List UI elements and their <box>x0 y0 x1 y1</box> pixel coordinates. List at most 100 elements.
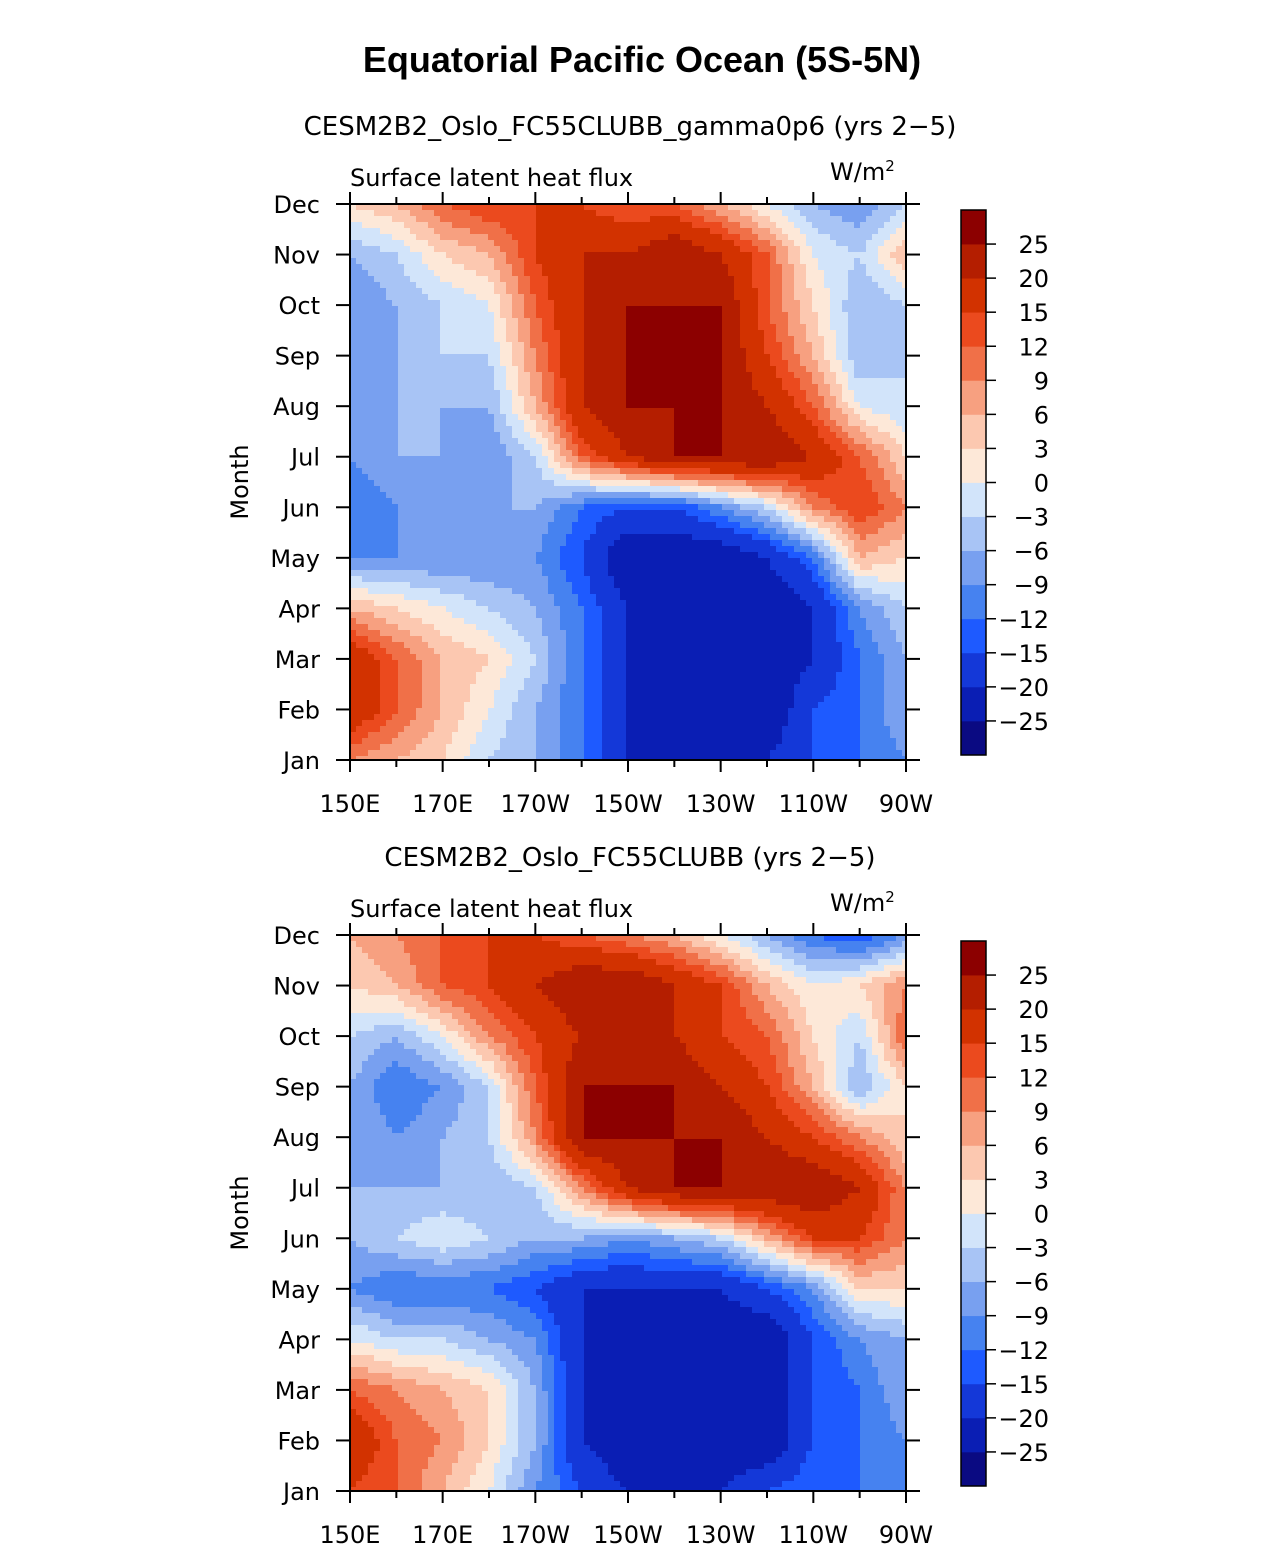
heatmap-cell <box>620 486 627 493</box>
heatmap-cell <box>374 354 381 361</box>
heatmap-cell <box>728 396 735 403</box>
heatmap-cell <box>566 372 573 379</box>
heatmap-cell <box>404 252 411 259</box>
heatmap-cell <box>374 330 381 337</box>
heatmap-cell <box>698 306 705 313</box>
heatmap-cell <box>548 504 555 511</box>
heatmap-cell <box>674 270 681 277</box>
heatmap-cell <box>872 492 879 499</box>
heatmap-cell <box>608 348 615 355</box>
heatmap-cell <box>458 300 465 307</box>
heatmap-cell <box>704 294 711 301</box>
heatmap-cell <box>572 408 579 415</box>
heatmap-cell <box>902 288 907 295</box>
heatmap-cell <box>686 492 693 499</box>
heatmap-cell <box>746 276 753 283</box>
heatmap-cell <box>860 342 867 349</box>
heatmap-cell <box>638 324 645 331</box>
heatmap-cell <box>686 450 693 457</box>
heatmap-cell <box>710 348 717 355</box>
heatmap-cell <box>776 342 783 349</box>
heatmap-cell <box>572 372 579 379</box>
heatmap-cell <box>806 252 813 259</box>
heatmap-cell <box>512 390 519 397</box>
heatmap-cell <box>626 342 633 349</box>
heatmap-cell <box>716 432 723 439</box>
heatmap-cell <box>812 414 819 421</box>
heatmap-cell <box>878 234 885 241</box>
heatmap-cell <box>368 324 375 331</box>
heatmap-cell <box>662 276 669 283</box>
heatmap-cell <box>782 318 789 325</box>
heatmap-cell <box>716 450 723 457</box>
heatmap-cell <box>758 396 765 403</box>
heatmap-cell <box>788 318 795 325</box>
heatmap-cell <box>584 300 591 307</box>
heatmap-cell <box>392 246 399 253</box>
heatmap-cell <box>608 510 615 517</box>
heatmap-cell <box>380 216 387 223</box>
heatmap-cell <box>782 216 789 223</box>
heatmap-cell <box>674 306 681 313</box>
heatmap-cell <box>680 414 687 421</box>
heatmap-cell <box>530 204 537 211</box>
heatmap-cell <box>590 276 597 283</box>
heatmap-cell <box>530 294 537 301</box>
heatmap-cell <box>734 384 741 391</box>
heatmap-cell <box>602 462 609 469</box>
heatmap-cell <box>830 288 837 295</box>
heatmap-cell <box>512 498 519 505</box>
heatmap-cell <box>806 438 813 445</box>
heatmap-cell <box>800 402 807 409</box>
heatmap-cell <box>782 456 789 463</box>
heatmap-cell <box>380 390 387 397</box>
heatmap-cell <box>470 348 477 355</box>
heatmap-cell <box>866 450 873 457</box>
heatmap-cell <box>716 456 723 463</box>
heatmap-cell <box>890 222 897 229</box>
heatmap-cell <box>608 414 615 421</box>
heatmap-cell <box>836 252 843 259</box>
heatmap-cell <box>506 438 513 445</box>
heatmap-cell <box>554 336 561 343</box>
heatmap-cell <box>596 486 603 493</box>
heatmap-cell <box>836 390 843 397</box>
heatmap-cell <box>416 336 423 343</box>
heatmap-cell <box>698 510 705 517</box>
heatmap-cell <box>506 516 513 523</box>
heatmap-cell <box>824 324 831 331</box>
heatmap-cell <box>572 276 579 283</box>
heatmap-cell <box>620 474 627 481</box>
heatmap-cell <box>464 312 471 319</box>
heatmap-cell <box>452 378 459 385</box>
heatmap-cell <box>806 216 813 223</box>
heatmap-cell <box>386 480 393 487</box>
heatmap-cell <box>734 354 741 361</box>
heatmap-cell <box>500 318 507 325</box>
heatmap-cell <box>650 306 657 313</box>
heatmap-cell <box>788 480 795 487</box>
heatmap-cell <box>896 360 903 367</box>
heatmap-cell <box>614 294 621 301</box>
heatmap-cell <box>374 444 381 451</box>
heatmap-cell <box>644 426 651 433</box>
heatmap-cell <box>590 366 597 373</box>
heatmap-cell <box>620 492 627 499</box>
heatmap-cell <box>764 252 771 259</box>
heatmap-cell <box>548 294 555 301</box>
heatmap-cell <box>860 258 867 265</box>
heatmap-cell <box>896 300 903 307</box>
heatmap-cell <box>836 354 843 361</box>
heatmap-cell <box>824 336 831 343</box>
heatmap-cell <box>668 432 675 439</box>
heatmap-cell <box>662 354 669 361</box>
heatmap-cell <box>392 384 399 391</box>
heatmap-cell <box>692 420 699 427</box>
heatmap-cell <box>416 366 423 373</box>
heatmap-cell <box>752 498 759 505</box>
heatmap-cell <box>752 294 759 301</box>
heatmap-cell <box>884 276 891 283</box>
heatmap-cell <box>692 234 699 241</box>
heatmap-cell <box>620 510 627 517</box>
heatmap-cell <box>440 414 447 421</box>
